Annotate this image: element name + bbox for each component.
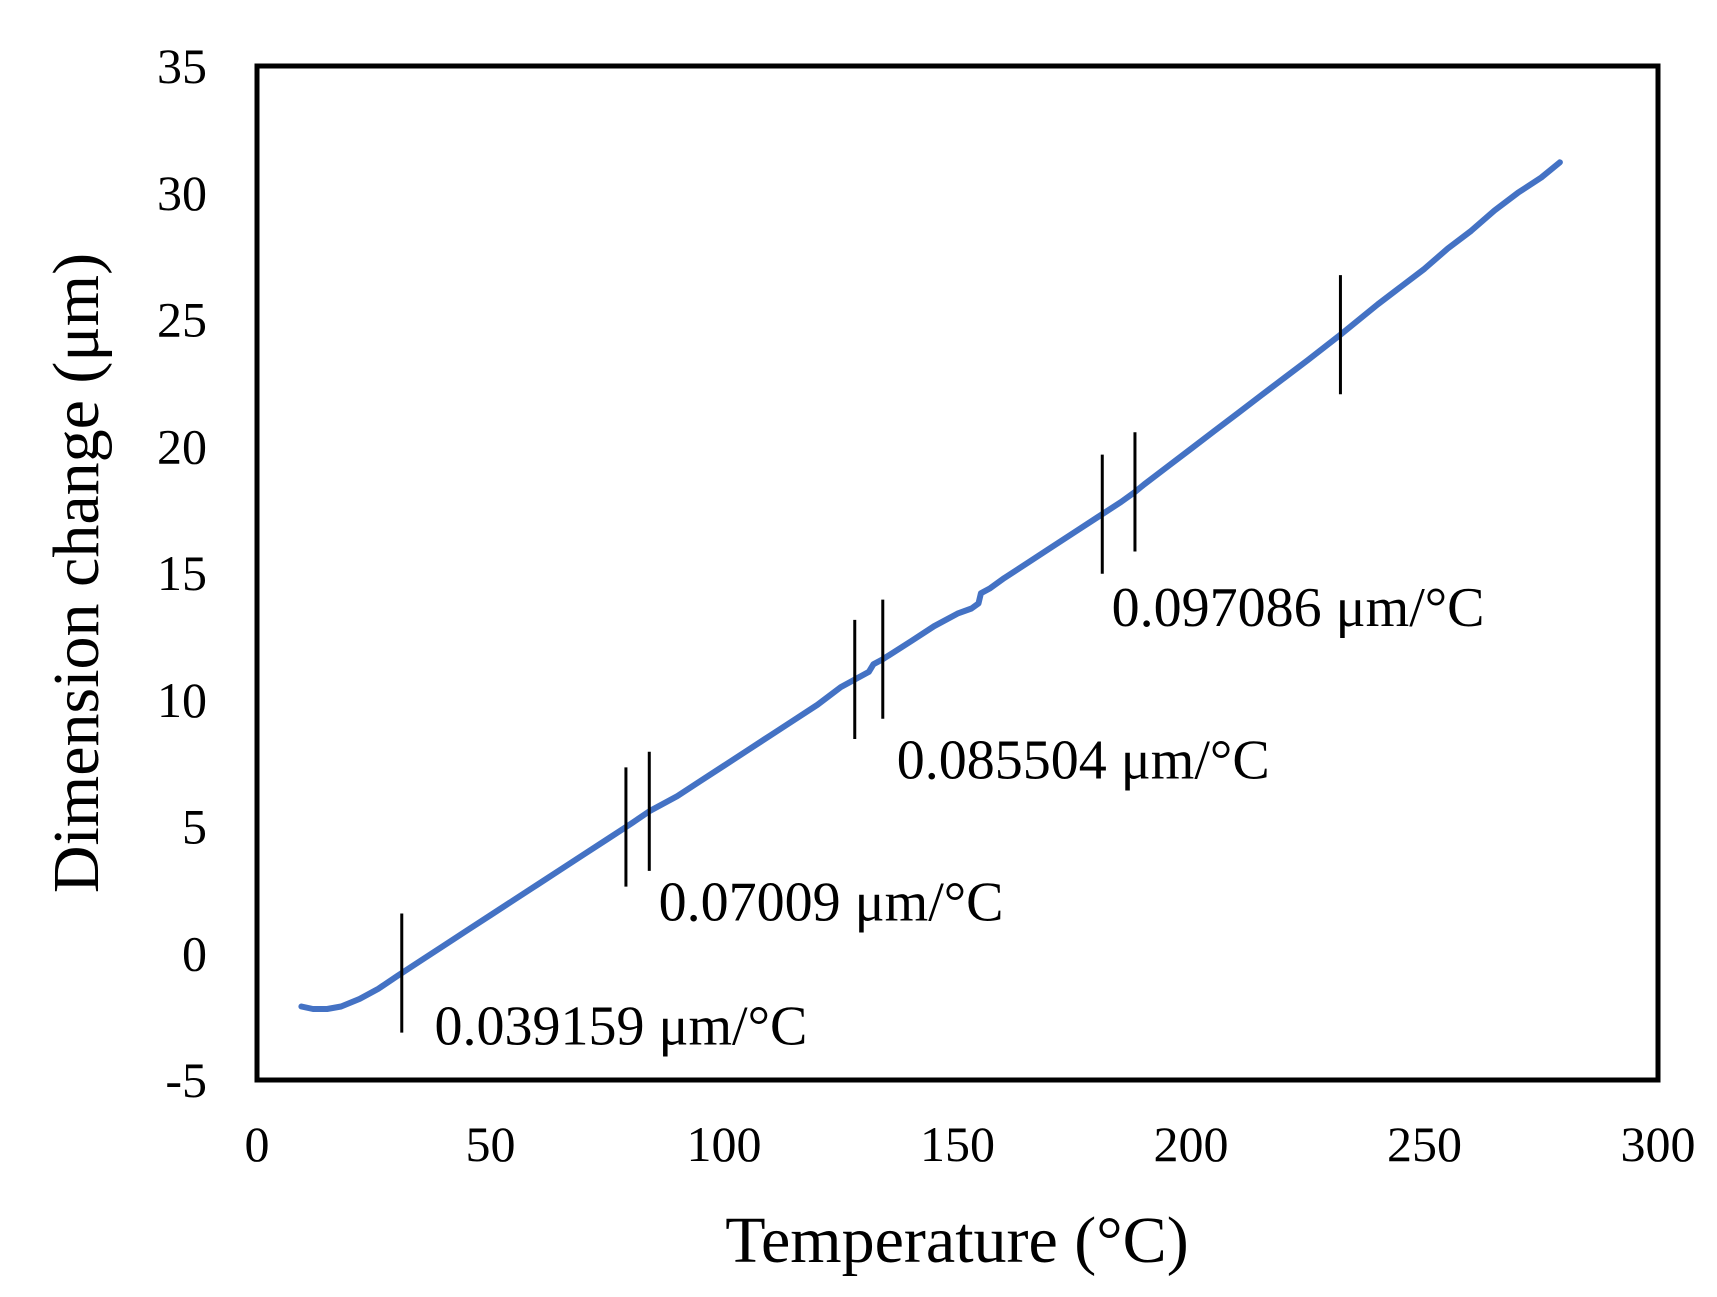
y-tick-label: 25 bbox=[157, 292, 207, 348]
y-tick-label: 10 bbox=[157, 672, 207, 728]
x-tick-label: 50 bbox=[466, 1116, 516, 1172]
slope-annotation-2: 0.085504 μm/°C bbox=[897, 729, 1270, 791]
x-tick-label: 200 bbox=[1154, 1116, 1229, 1172]
x-tick-label: 0 bbox=[245, 1116, 270, 1172]
y-tick-label: 35 bbox=[157, 38, 207, 94]
plot-frame bbox=[254, 63, 1661, 1083]
x-tick-labels: 0 50 100 150 200 250 300 bbox=[245, 1116, 1696, 1172]
y-tick-label: 20 bbox=[157, 418, 207, 474]
y-tick-labels: -5 0 5 10 15 20 25 30 35 bbox=[157, 38, 207, 1108]
annotation-layer: 0.039159 μm/°C 0.07009 μm/°C 0.085504 μm/°… bbox=[434, 577, 1484, 1057]
y-tick-label: 15 bbox=[157, 545, 207, 601]
slope-annotation-1: 0.07009 μm/°C bbox=[659, 871, 1004, 933]
y-tick-label: 5 bbox=[182, 799, 207, 855]
x-tick-label: 100 bbox=[687, 1116, 762, 1172]
data-layer bbox=[298, 159, 1563, 1012]
y-tick-label: -5 bbox=[165, 1052, 207, 1108]
x-axis-title: Temperature (°C) bbox=[725, 1204, 1188, 1277]
slope-annotation-3: 0.097086 μm/°C bbox=[1112, 577, 1485, 639]
x-tick-label: 150 bbox=[920, 1116, 995, 1172]
y-tick-label: 30 bbox=[157, 165, 207, 221]
series-line-0 bbox=[298, 159, 1563, 1012]
x-tick-label: 300 bbox=[1621, 1116, 1696, 1172]
slope-annotation-0: 0.039159 μm/°C bbox=[434, 996, 807, 1058]
y-axis-title: Dimension change (μm) bbox=[40, 253, 113, 893]
marker-layer bbox=[400, 275, 1342, 1033]
y-tick-label: 0 bbox=[182, 925, 207, 981]
x-tick-label: 250 bbox=[1387, 1116, 1462, 1172]
